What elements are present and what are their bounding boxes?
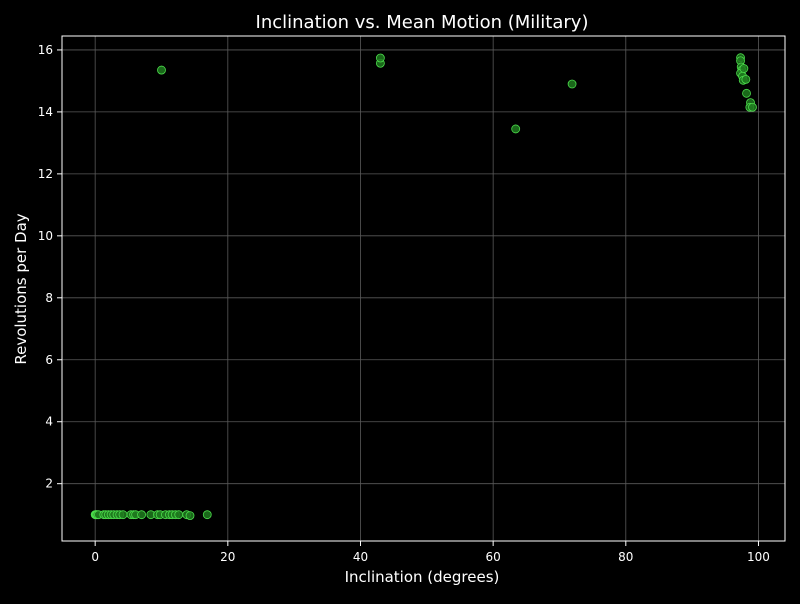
data-point [742,88,751,98]
data-point [202,510,212,520]
x-tick-label: 40 [353,550,368,564]
y-axis-label: Revolutions per Day [12,213,30,364]
data-point [748,102,757,112]
x-tick-label: 20 [220,550,235,564]
y-tick-label: 2 [45,477,53,491]
plot-area-frame [61,35,786,542]
x-axis-label: Inclination (degrees) [345,568,500,586]
chart-title: Inclination vs. Mean Motion (Military) [256,12,589,33]
data-points [90,53,757,520]
y-tick-label: 4 [45,415,53,429]
data-point [375,53,385,63]
grid-lines [62,36,785,541]
data-point [174,510,184,520]
y-tick-label: 14 [38,105,53,119]
x-tick-label: 100 [747,550,770,564]
x-tick-label: 60 [486,550,501,564]
data-point [739,64,749,73]
y-tick-label: 16 [38,43,53,57]
axis-ticks: 0 20 40 60 80 100 2 4 6 8 10 12 14 16 [38,43,770,564]
x-tick-label: 0 [91,550,99,564]
y-tick-label: 12 [38,167,53,181]
data-point [137,510,146,520]
data-point [567,79,577,89]
data-point [185,511,195,520]
x-tick-label: 80 [618,550,633,564]
data-point [511,124,521,134]
data-point [741,74,751,84]
data-point [118,510,128,520]
y-tick-label: 6 [45,353,53,367]
y-tick-label: 10 [38,229,53,243]
y-tick-label: 8 [45,291,53,305]
data-point [157,65,166,75]
